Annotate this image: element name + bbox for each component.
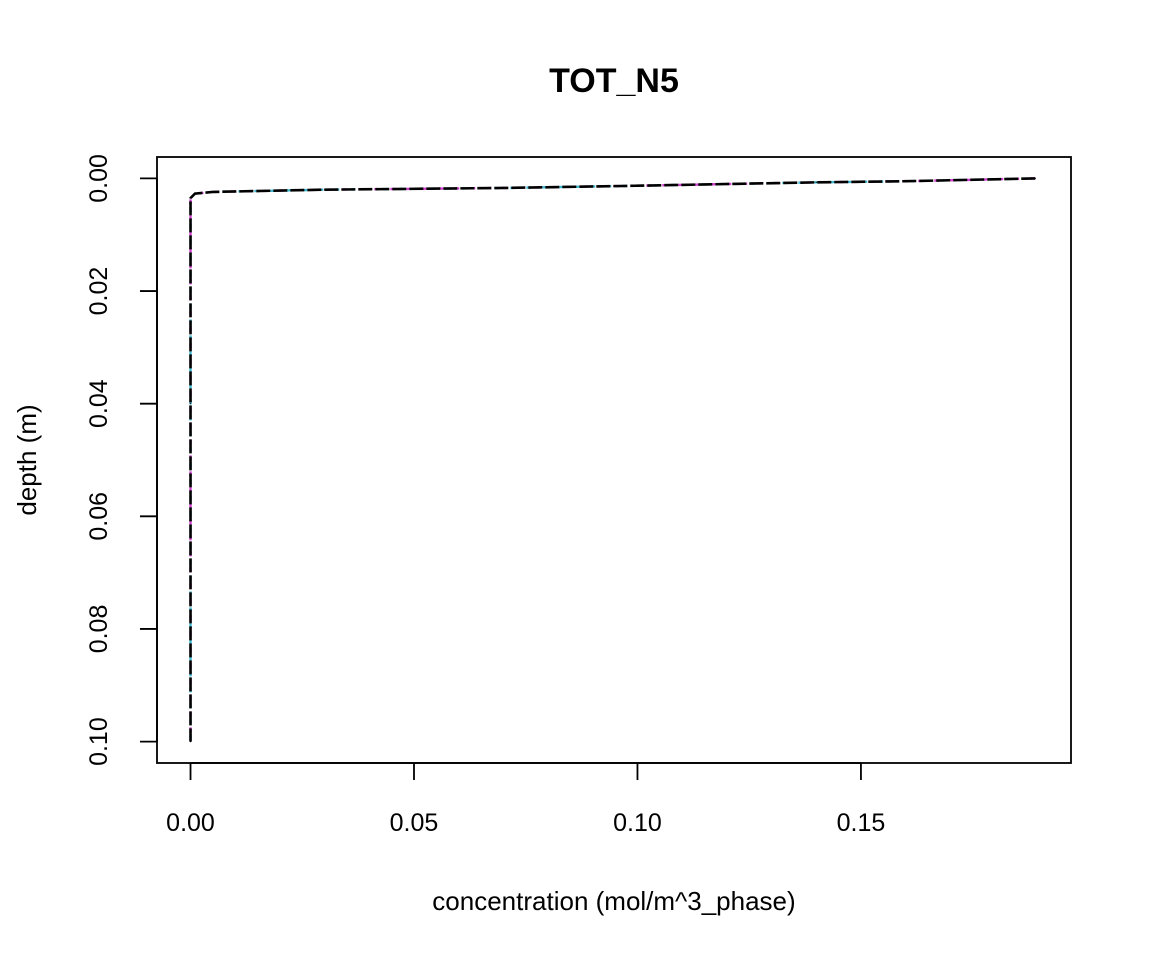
- y-tick-label: 0.02: [85, 267, 113, 316]
- x-tick-label: 0.10: [613, 809, 662, 837]
- data-point: [212, 191, 214, 193]
- data-point: [636, 185, 639, 187]
- data-point: [189, 740, 192, 743]
- data-point: [189, 515, 192, 517]
- data-point: [502, 187, 504, 189]
- data-point: [194, 193, 196, 195]
- series-underlay-line: [189, 177, 1036, 742]
- data-point: [189, 290, 192, 292]
- y-tick-label: 0.04: [85, 379, 113, 428]
- y-tick-label: 0.08: [85, 605, 113, 654]
- data-point: [815, 181, 817, 183]
- data-point: [1034, 177, 1036, 180]
- y-axis: 0.00 0.02 0.04 0.06 0.08 0.10: [85, 154, 158, 766]
- x-axis-label: concentration (mol/m^3_phase): [432, 886, 795, 916]
- x-tick-label: 0.00: [166, 809, 215, 837]
- chart-title: TOT_N5: [549, 62, 679, 100]
- series-layer: [189, 177, 1036, 743]
- plot-frame: [156, 156, 1072, 764]
- series-line: [189, 177, 1036, 742]
- y-tick-label: 0.06: [85, 492, 113, 541]
- data-point: [905, 180, 907, 182]
- data-point: [189, 628, 192, 630]
- x-tick-label: 0.05: [390, 809, 439, 837]
- x-tick-label: 0.15: [837, 809, 886, 837]
- data-point: [189, 403, 192, 405]
- y-axis-label: depth (m): [12, 404, 42, 515]
- y-tick-label: 0.00: [85, 154, 113, 203]
- data-point: [189, 197, 192, 199]
- series-underlay-line: [189, 177, 1036, 742]
- y-tick-label: 0.10: [85, 717, 113, 766]
- x-axis: 0.00 0.05 0.10 0.15: [166, 762, 886, 837]
- data-point: [324, 189, 326, 191]
